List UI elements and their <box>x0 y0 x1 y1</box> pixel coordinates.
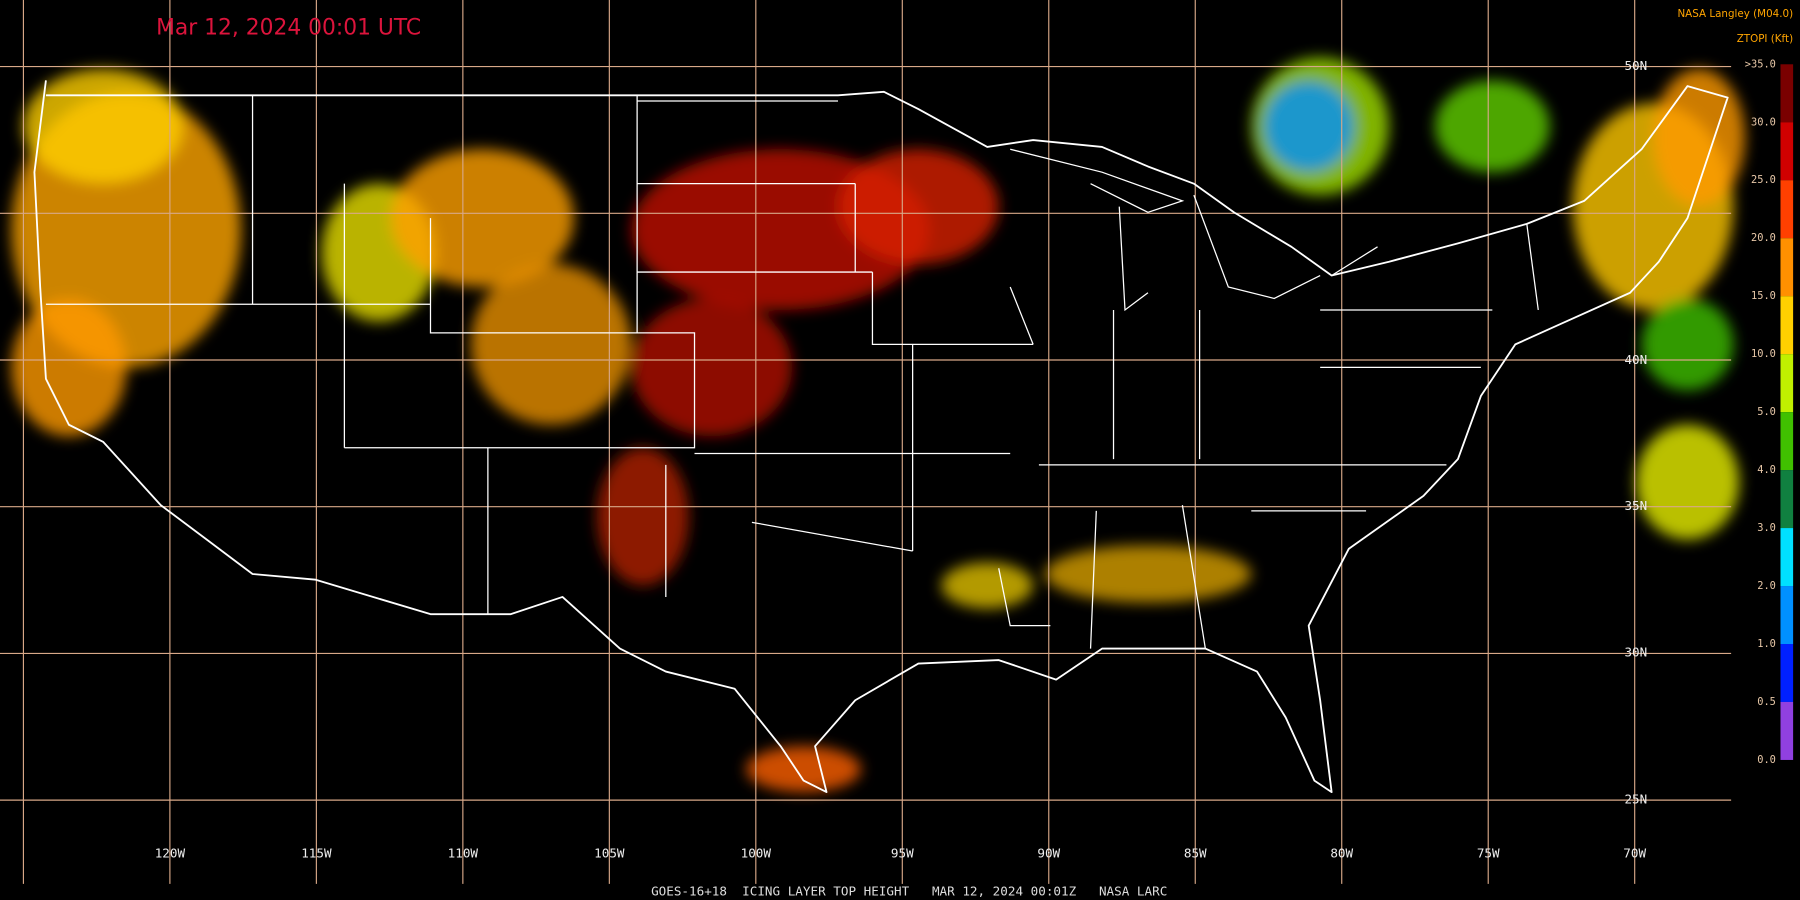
cloud <box>22 68 184 184</box>
state-lines <box>45 95 1539 649</box>
cloud <box>390 149 574 287</box>
cloud <box>1635 424 1740 540</box>
legend-swatch <box>1780 412 1794 471</box>
longitude-label: 75W <box>1477 846 1500 861</box>
great-lakes <box>1010 148 1378 312</box>
latitude-label: 30N <box>1624 645 1647 660</box>
legend-swatch <box>1780 644 1794 702</box>
cloud <box>941 562 1034 609</box>
cloud <box>1434 80 1550 173</box>
legend-label: 15.0 <box>1751 290 1776 302</box>
legend-label: 0.0 <box>1757 754 1776 766</box>
longitude-label: 80W <box>1330 846 1353 861</box>
country-border <box>33 80 1729 794</box>
legend-swatch <box>1780 122 1794 181</box>
longitude-label: 115W <box>301 846 332 861</box>
cloud <box>1044 545 1252 603</box>
cloud <box>11 298 127 437</box>
cloud <box>1641 298 1734 391</box>
longitude-label: 100W <box>741 846 772 861</box>
timestamp: Mar 12, 2024 00:01 UTC <box>156 16 421 41</box>
cloud <box>746 746 861 793</box>
boundaries <box>33 80 1729 794</box>
legend-label: >35.0 <box>1745 58 1776 70</box>
longitude-label: 95W <box>891 846 914 861</box>
legend-label: 4.0 <box>1757 464 1776 476</box>
legend-label: 0.5 <box>1757 696 1776 708</box>
legend-label: 3.0 <box>1757 522 1776 534</box>
legend-swatch <box>1780 238 1794 297</box>
source: NASA Langley (M04.0) <box>1677 8 1793 20</box>
legend-label: 30.0 <box>1751 116 1776 128</box>
legend-label: 2.0 <box>1757 580 1776 592</box>
latitude-label: 35N <box>1624 498 1647 513</box>
graticule <box>0 0 1732 884</box>
longitude-label: 110W <box>448 846 479 861</box>
cloud <box>1262 80 1355 173</box>
legend-title: ZTOPI (Kft) <box>1737 33 1793 45</box>
cloud <box>470 264 632 425</box>
legend-label: 1.0 <box>1757 638 1776 650</box>
latitude-label: 25N <box>1624 792 1647 807</box>
color-legend: >35.0 30.0 25.0 20.0 15.0 10.0 5.0 4.0 3.0 2.0 1.0… <box>1745 58 1794 766</box>
legend-label: 20.0 <box>1751 232 1776 244</box>
legend-swatch <box>1780 354 1794 413</box>
cloud <box>631 298 793 437</box>
legend-swatch <box>1780 528 1794 587</box>
latitude-label: 50N <box>1624 58 1647 73</box>
legend-swatch <box>1780 701 1794 760</box>
longitude-label: 85W <box>1184 846 1207 861</box>
longitude-label: 120W <box>155 846 186 861</box>
legend-label: 5.0 <box>1757 406 1776 418</box>
legend-swatch <box>1780 470 1794 529</box>
longitude-label: 105W <box>594 846 625 861</box>
longitude-label: 90W <box>1037 846 1060 861</box>
caption: GOES-16+18 ICING LAYER TOP HEIGHT MAR 12… <box>651 883 1167 898</box>
legend-swatch <box>1780 180 1794 239</box>
labels: Mar 12, 2024 00:01 UTC NASA Langley (M04… <box>156 8 1793 899</box>
latitude-label: 40N <box>1624 352 1647 367</box>
longitude-label: 70W <box>1623 846 1646 861</box>
legend-swatch <box>1780 296 1794 355</box>
cloud <box>838 149 999 265</box>
legend-label: 25.0 <box>1751 174 1776 186</box>
legend-swatch <box>1780 586 1794 645</box>
legend-swatch <box>1780 64 1794 123</box>
legend-label: 10.0 <box>1751 348 1776 360</box>
cloud <box>596 447 689 586</box>
